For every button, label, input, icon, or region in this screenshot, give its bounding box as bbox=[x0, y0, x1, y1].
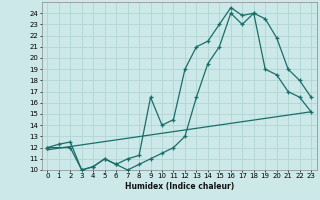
X-axis label: Humidex (Indice chaleur): Humidex (Indice chaleur) bbox=[124, 182, 234, 191]
